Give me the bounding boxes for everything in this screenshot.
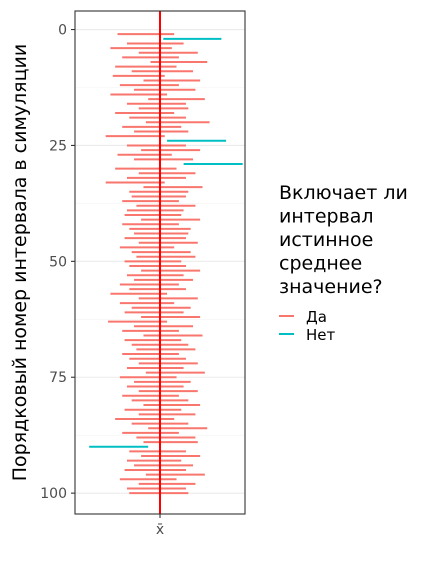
legend-title-line: истинное <box>279 229 373 251</box>
x-tick-label: x̄ <box>156 522 164 538</box>
legend-title-line: интервал <box>279 206 374 228</box>
y-tick-label: 50 <box>49 254 67 270</box>
legend-title-line: среднее <box>279 253 362 275</box>
legend: Включает лиинтервалистинноесреднеезначен… <box>279 182 408 344</box>
y-axis-title: Порядковый номер интервала в симуляции <box>9 44 31 481</box>
y-axis-ticks: 0 25 50 75 100 <box>40 23 75 502</box>
legend-label: Нет <box>306 326 336 344</box>
y-tick-label: 0 <box>58 23 67 39</box>
y-tick-label: 25 <box>49 138 67 154</box>
y-tick-label: 75 <box>49 370 67 386</box>
y-tick-label: 100 <box>40 486 67 502</box>
legend-title-line: Включает ли <box>279 182 408 204</box>
x-axis-ticks: x̄ <box>156 514 164 538</box>
legend-title-line: значение? <box>279 276 383 298</box>
legend-label: Да <box>306 308 327 326</box>
interval-segments <box>89 33 243 495</box>
